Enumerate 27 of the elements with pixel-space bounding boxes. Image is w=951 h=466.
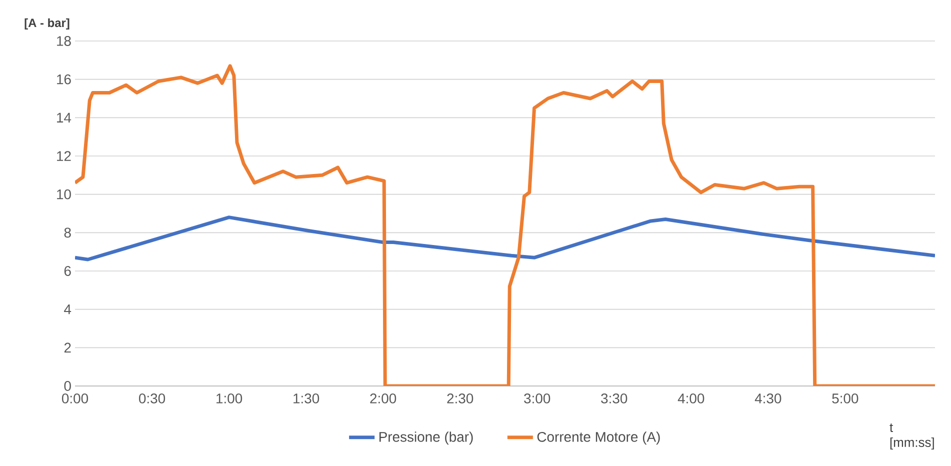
line-series [75, 64, 936, 386]
x-tick-label: 4:30 [754, 394, 782, 404]
x-tick-label: 1:30 [294, 394, 320, 404]
x-tick-label: 4:00 [678, 394, 704, 404]
x-tick-label: 3:00 [524, 394, 550, 404]
x-tick-label: 1:00 [216, 394, 242, 404]
x-tick-label: 0:30 [138, 394, 166, 404]
y-tick-label: 4 [64, 304, 72, 314]
legend-label: Pressione (bar) [379, 432, 473, 445]
x-tick-label: 2:00 [370, 394, 396, 404]
x-tick-label: 2:30 [447, 394, 474, 404]
y-tick-label: 18 [57, 36, 71, 46]
legend-label: Corrente Motore (A) [537, 432, 660, 445]
y-tick-label: 2 [64, 342, 71, 353]
x-tick-label: 0:00 [62, 394, 88, 404]
x-tick-label: 3:30 [601, 394, 628, 404]
y-tick-label: 10 [57, 189, 71, 200]
y-tick-label: 8 [64, 228, 71, 238]
line-series [75, 216, 936, 262]
y-tick-label: 14 [57, 112, 72, 122]
y-tick-label: 0 [64, 381, 71, 391]
x-axis-title: t [mm:ss] [890, 424, 934, 450]
x-tick-label: 5:00 [832, 394, 858, 404]
y-tick-label: 6 [64, 266, 71, 276]
y-tick-label: 16 [57, 74, 71, 84]
y-axis-title: [A - bar] [24, 18, 70, 30]
y-tick-label: 12 [57, 151, 71, 161]
